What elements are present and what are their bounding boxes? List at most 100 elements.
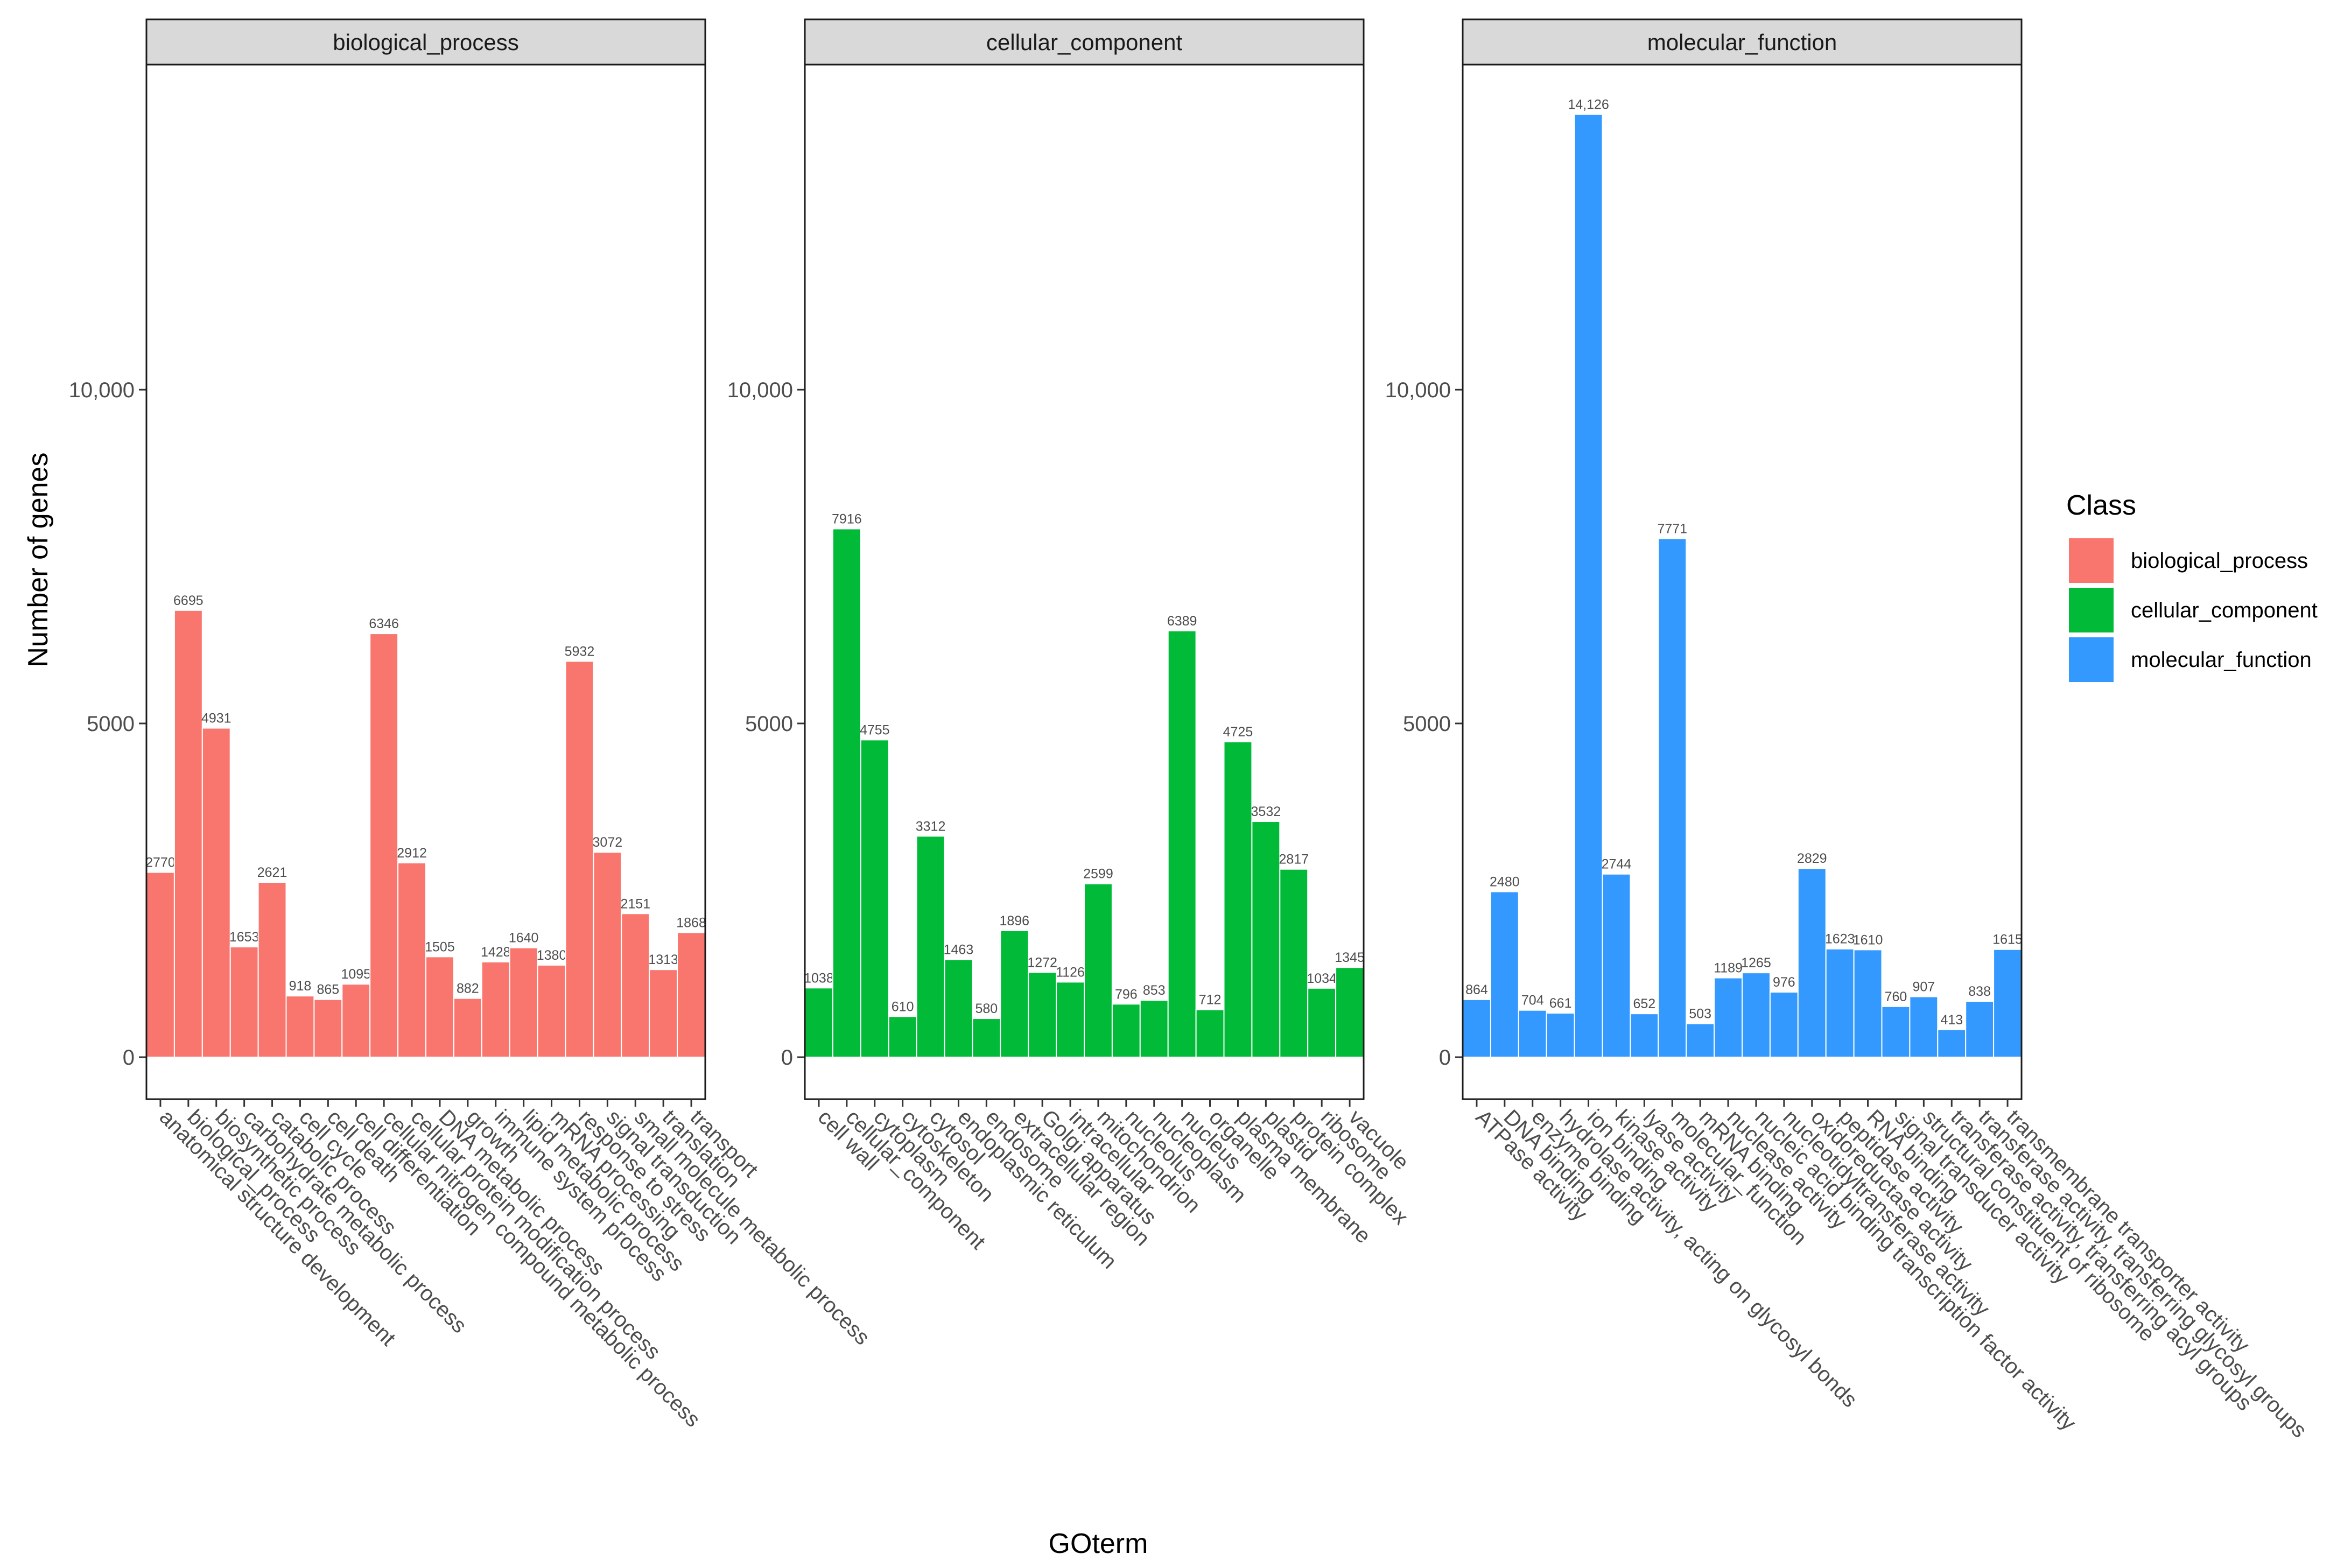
bar-vacuole xyxy=(1335,967,1365,1058)
data-label: 2744 xyxy=(1602,857,1632,872)
data-label: 14,126 xyxy=(1568,97,1609,112)
data-label: 610 xyxy=(892,999,914,1014)
data-label: 918 xyxy=(289,979,312,994)
data-label: 865 xyxy=(317,982,339,997)
data-label: 882 xyxy=(457,981,479,996)
panel-border xyxy=(1462,64,2023,1100)
x-axis-title: GOterm xyxy=(1049,1528,1148,1559)
bar-transferase-activity-transferring-acyl-groups xyxy=(1937,1029,1967,1058)
data-label: 1428 xyxy=(481,945,511,960)
data-label: 1038 xyxy=(804,971,834,986)
data-label: 1034 xyxy=(1307,971,1337,986)
bar-cytoplasm xyxy=(860,739,889,1058)
data-label: 5932 xyxy=(565,644,595,659)
data-label: 2151 xyxy=(620,896,650,911)
y-tick-label: 10,000 xyxy=(1385,378,1451,402)
data-label: 3312 xyxy=(916,819,946,834)
data-label: 1610 xyxy=(1853,932,1883,947)
data-label: 1189 xyxy=(1714,961,1743,976)
legend-swatch-cellular-component xyxy=(2069,588,2114,632)
bar-lyase-activity xyxy=(1630,1013,1659,1058)
bar-nucleus xyxy=(1167,630,1197,1058)
data-label: 2829 xyxy=(1797,851,1827,866)
bar-cellular-protein-modification-process xyxy=(397,862,426,1058)
bar-dna-binding xyxy=(1490,891,1519,1058)
data-label: 2621 xyxy=(257,865,287,880)
data-label: 1380 xyxy=(537,948,567,963)
bar-small-molecule-metabolic-process xyxy=(621,913,650,1058)
bar-biological-process xyxy=(173,609,203,1058)
data-label: 1313 xyxy=(648,952,678,967)
data-label: 853 xyxy=(1143,983,1166,998)
bar-nucleotidyltransferase-activity xyxy=(1769,991,1799,1058)
y-tick-label: 0 xyxy=(781,1046,793,1070)
bar-endoplasmic-reticulum xyxy=(944,959,973,1058)
data-label: 652 xyxy=(1633,996,1655,1011)
bar-translation xyxy=(649,969,678,1058)
bar-cell-differentiation xyxy=(341,983,371,1058)
data-label: 1126 xyxy=(1056,965,1085,980)
bar-molecular-function xyxy=(1658,538,1687,1058)
legend-swatch-molecular-function xyxy=(2069,637,2114,682)
data-label: 2912 xyxy=(397,846,427,861)
data-label: 1272 xyxy=(1027,955,1057,970)
data-label: 796 xyxy=(1115,987,1138,1002)
bar-mrna-processing xyxy=(537,964,566,1058)
data-label: 6389 xyxy=(1167,614,1197,629)
bar-cell-death xyxy=(313,999,343,1058)
y-tick-label: 5000 xyxy=(87,712,135,736)
data-label: 838 xyxy=(1968,984,1991,999)
data-label: 1653 xyxy=(229,930,259,945)
bar-cell-cycle xyxy=(285,995,315,1058)
bar-nucleic-acid-binding-transcription-factor-activity xyxy=(1742,972,1771,1058)
y-tick-label: 0 xyxy=(123,1046,135,1070)
bar-mitochondrion xyxy=(1084,883,1113,1058)
panel-title: biological_process xyxy=(333,30,519,55)
data-label: 1896 xyxy=(999,913,1029,929)
bar-response-to-stress xyxy=(565,660,594,1058)
legend: Class biological_process cellular_compone… xyxy=(2066,490,2318,682)
data-label: 4725 xyxy=(1223,725,1253,740)
bar-peptidase-activity xyxy=(1825,948,1855,1058)
bar-ribosome xyxy=(1307,987,1337,1058)
bar-catabolic-process xyxy=(257,881,287,1058)
data-label: 7771 xyxy=(1657,521,1687,536)
bar-carbohydrate-metabolic-process xyxy=(229,946,259,1058)
bar-signal-transduction xyxy=(593,852,622,1058)
data-label: 3072 xyxy=(593,835,623,850)
data-label: 704 xyxy=(1521,993,1544,1008)
data-label: 6695 xyxy=(173,593,203,608)
data-label: 2817 xyxy=(1279,852,1309,867)
bar-transport xyxy=(677,932,706,1058)
data-label: 1623 xyxy=(1825,932,1855,947)
bar-nuclease-activity xyxy=(1714,977,1743,1058)
data-label: 2599 xyxy=(1083,867,1113,882)
bar-golgi-apparatus xyxy=(1028,972,1057,1058)
data-label: 580 xyxy=(975,1001,998,1016)
bar-anatomical-structure-development xyxy=(146,871,175,1058)
bar-ion-binding xyxy=(1574,114,1603,1058)
legend-swatch-biological-process xyxy=(2069,538,2114,583)
bar-transmembrane-transporter-activity xyxy=(1993,948,2023,1058)
legend-label: biological_process xyxy=(2131,549,2308,573)
bar-plastid xyxy=(1251,821,1281,1058)
data-label: 760 xyxy=(1885,989,1907,1004)
panel-title: cellular_component xyxy=(986,30,1183,55)
bar-enzyme-binding xyxy=(1518,1009,1547,1058)
bar-cytoskeleton xyxy=(888,1016,917,1058)
panel-title: molecular_function xyxy=(1647,30,1837,55)
data-label: 503 xyxy=(1689,1007,1711,1022)
y-tick-label: 0 xyxy=(1439,1046,1451,1070)
bar-cellular-nitrogen-compound-metabolic-process xyxy=(369,633,399,1058)
data-label: 712 xyxy=(1199,993,1222,1008)
data-label: 4755 xyxy=(860,722,890,737)
bar-signal-transducer-activity xyxy=(1881,1006,1911,1058)
bar-transferase-activity-transferring-glycosyl-groups xyxy=(1965,1001,1995,1058)
data-label: 2480 xyxy=(1490,874,1520,889)
y-axis-title: Number of genes xyxy=(23,453,54,667)
data-label: 413 xyxy=(1940,1012,1963,1028)
data-label: 4931 xyxy=(201,711,231,726)
data-label: 1265 xyxy=(1741,955,1771,971)
bar-mrna-binding xyxy=(1686,1023,1715,1058)
